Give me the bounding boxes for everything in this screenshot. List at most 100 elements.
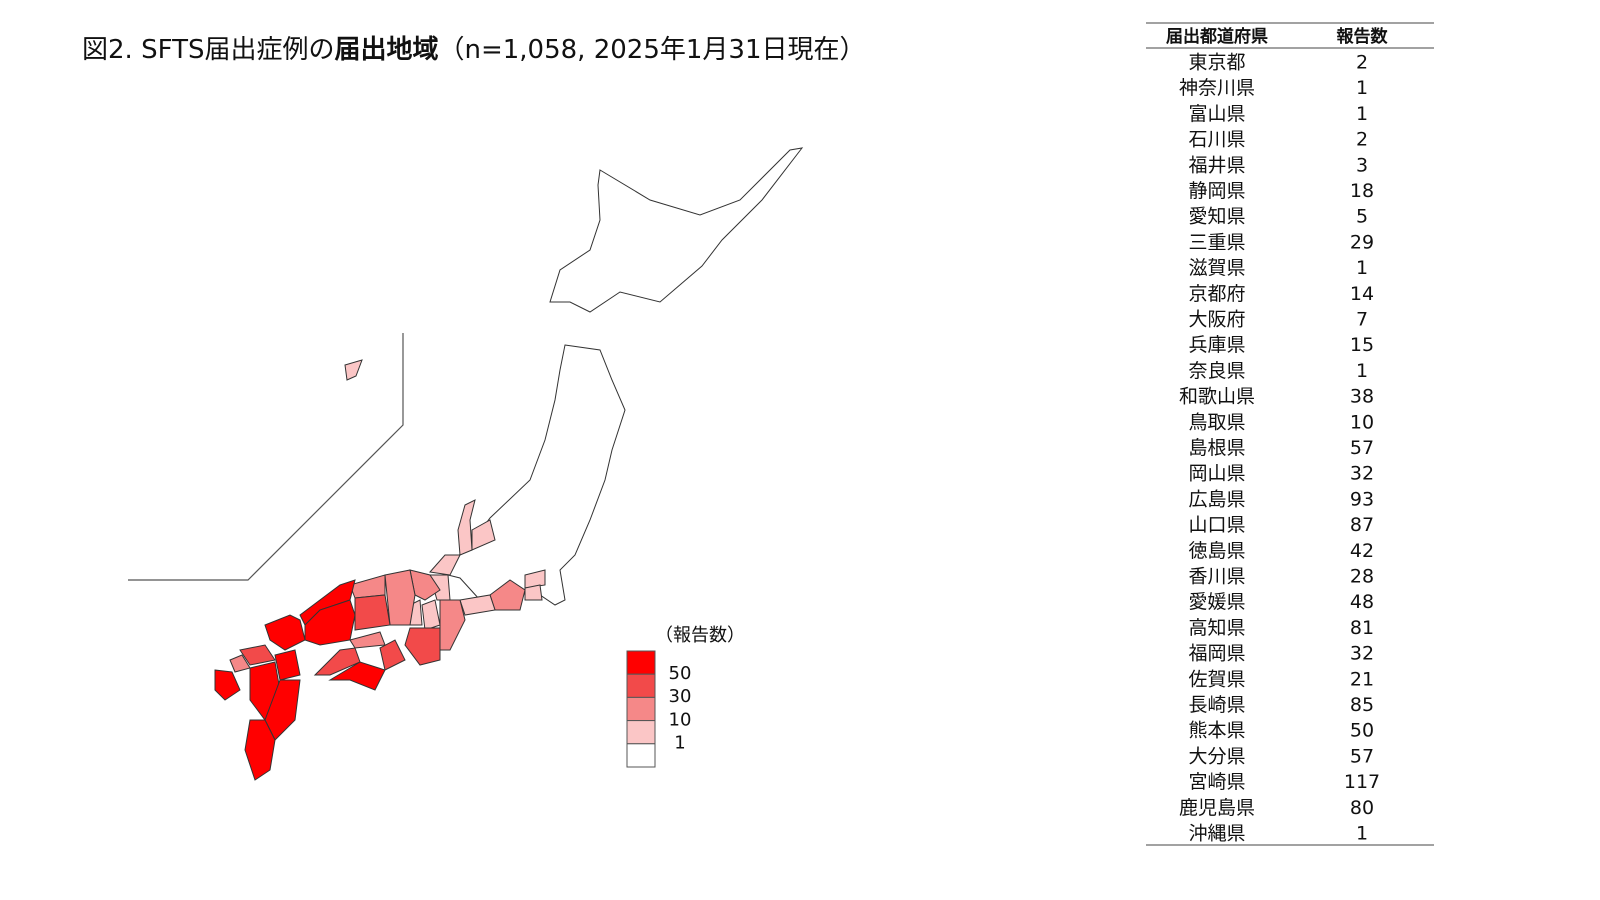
legend-title: （報告数） (655, 625, 745, 646)
report-count: 80 (1350, 797, 1374, 819)
prefecture-name: 福井県 (1188, 154, 1245, 176)
prefecture-name: 広島県 (1188, 488, 1245, 510)
prefecture-name: 沖縄県 (1188, 823, 1245, 845)
legend-label: 10 (669, 709, 692, 730)
prefecture-name: 岡山県 (1188, 463, 1245, 485)
prefecture (354, 594, 391, 631)
prefecture-name: 鳥取県 (1188, 411, 1245, 433)
title-part: （n=1,058, 2025年1月31日現在） (438, 35, 865, 65)
report-count: 48 (1350, 591, 1374, 613)
report-count: 2 (1356, 52, 1368, 74)
prefecture-name: 熊本県 (1188, 720, 1245, 742)
report-count: 3 (1356, 154, 1368, 176)
report-count: 57 (1350, 745, 1374, 767)
report-count: 1 (1356, 77, 1368, 99)
prefecture (344, 359, 363, 381)
report-count: 1 (1356, 823, 1368, 845)
report-count: 5 (1356, 206, 1368, 228)
report-count: 42 (1350, 540, 1374, 562)
prefecture-name: 島根県 (1188, 437, 1245, 459)
prefecture-name: 山口県 (1188, 514, 1245, 536)
prefecture-name: 鹿児島県 (1179, 797, 1255, 819)
prefecture-name: 佐賀県 (1188, 668, 1245, 690)
report-count: 7 (1356, 309, 1368, 331)
prefecture-name: 大分県 (1188, 745, 1245, 767)
column-header: 報告数 (1337, 26, 1389, 47)
prefecture (429, 554, 461, 576)
prefecture (439, 599, 466, 651)
prefecture (384, 569, 416, 626)
prefecture (239, 644, 276, 666)
legend-swatch (626, 720, 656, 745)
prefecture-name: 愛知県 (1188, 206, 1245, 228)
report-count: 28 (1350, 566, 1374, 588)
figure-title: 図2. SFTS届出症例の届出地域（n=1,058, 2025年1月31日現在） (82, 35, 866, 65)
prefecture (524, 584, 543, 601)
table: 届出都道府県 報告数 東京都 2 神奈川県 1 富山県 1 石川県 2 福井県 3 静岡県 18 愛知県… (1146, 22, 1434, 846)
prefecture-name: 滋賀県 (1188, 257, 1245, 279)
prefecture (349, 574, 386, 599)
hokkaido (549, 147, 804, 313)
prefecture (524, 569, 546, 589)
prefecture-name: 三重県 (1188, 231, 1245, 253)
prefecture-name: 京都府 (1188, 283, 1245, 305)
prefecture (264, 614, 306, 651)
prefecture (304, 599, 356, 646)
report-count: 85 (1350, 694, 1374, 716)
prefecture-name: 神奈川県 (1179, 77, 1255, 99)
prefecture-name: 香川県 (1188, 566, 1245, 588)
prefecture (328, 661, 386, 691)
report-count: 2 (1356, 129, 1368, 151)
prefecture (404, 627, 441, 666)
title-part: 図2. SFTS届出症例の (82, 35, 334, 65)
prefecture-name: 兵庫県 (1188, 334, 1245, 356)
report-count: 57 (1350, 437, 1374, 459)
report-count: 1 (1356, 360, 1368, 382)
column-header: 届出都道府県 (1166, 26, 1268, 47)
title-part: 届出地域 (334, 35, 438, 65)
prefecture (457, 499, 476, 556)
legend-swatch (626, 673, 656, 698)
legend-label: 50 (669, 663, 692, 684)
prefecture-name: 東京都 (1188, 52, 1245, 74)
prefecture-layer (214, 359, 546, 781)
report-count: 18 (1350, 180, 1374, 202)
prefecture (379, 639, 406, 671)
prefecture-name: 高知県 (1188, 617, 1245, 639)
prefecture-name: 徳島県 (1188, 540, 1245, 562)
report-count: 10 (1350, 411, 1374, 433)
report-count: 21 (1350, 668, 1374, 690)
inset-frame (128, 333, 404, 581)
legend-swatch (626, 650, 656, 675)
report-count: 29 (1350, 231, 1374, 253)
honshu-east (438, 344, 626, 606)
report-count: 1 (1356, 257, 1368, 279)
prefecture (264, 679, 301, 741)
prefecture (313, 647, 361, 676)
report-count: 87 (1350, 514, 1374, 536)
report-count: 81 (1350, 617, 1374, 639)
prefecture-name: 奈良県 (1188, 360, 1245, 382)
prefecture-name: 和歌山県 (1179, 386, 1255, 408)
prefecture-name: 福岡県 (1188, 643, 1245, 665)
report-count: 50 (1350, 720, 1374, 742)
prefecture (214, 669, 241, 701)
report-count: 1 (1356, 103, 1368, 125)
report-count: 117 (1344, 771, 1380, 793)
report-count: 32 (1350, 463, 1374, 485)
prefecture (421, 599, 441, 631)
report-count: 14 (1350, 283, 1374, 305)
prefecture-name: 長崎県 (1188, 694, 1245, 716)
report-count: 15 (1350, 334, 1374, 356)
prefecture (349, 631, 386, 649)
prefecture (459, 594, 496, 616)
prefecture (274, 649, 301, 681)
prefecture-name: 宮崎県 (1188, 771, 1245, 793)
prefecture-name: 静岡県 (1188, 180, 1245, 202)
prefecture (244, 719, 276, 781)
prefecture-name: 富山県 (1188, 103, 1245, 125)
legend-swatch (626, 743, 656, 768)
